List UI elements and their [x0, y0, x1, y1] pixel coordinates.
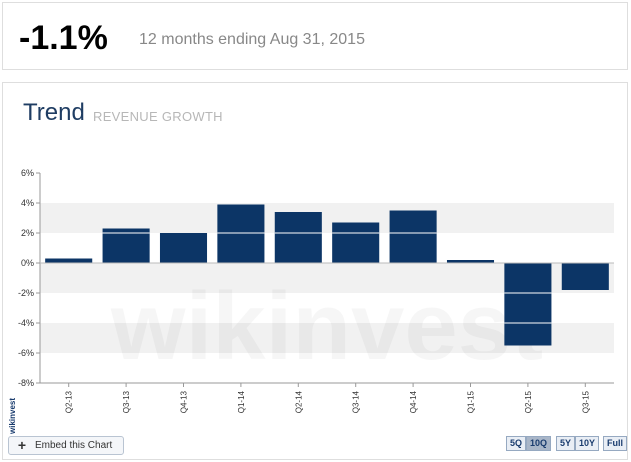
trend-title: Trend — [23, 99, 85, 126]
bar-Q3-13 — [102, 228, 150, 263]
bar-Q3-14 — [332, 222, 380, 263]
x-tick-label: Q2-14 — [294, 390, 303, 413]
bar-Q2-13 — [45, 258, 93, 263]
y-tick-label: 6% — [21, 168, 34, 178]
y-tick-label: -4% — [18, 318, 34, 328]
summary-panel: -1.1% 12 months ending Aug 31, 2015 — [2, 2, 628, 70]
y-tick-label: -8% — [18, 378, 34, 388]
x-tick-label: Q3-14 — [352, 390, 361, 413]
bar-Q4-13 — [159, 233, 208, 263]
bar-Q3-15 — [561, 263, 609, 290]
bar-Q1-14 — [217, 204, 265, 263]
range-10q-button[interactable]: 10Q — [526, 436, 552, 451]
range-5q-button[interactable]: 5Q — [506, 436, 527, 451]
wikinvest-side-logo: wikinvest — [8, 398, 17, 435]
embed-chart-button[interactable]: + Embed this Chart — [8, 436, 124, 455]
y-tick-label: -2% — [18, 288, 34, 298]
range-5y-button[interactable]: 5Y — [556, 436, 576, 451]
x-tick-label: Q2-15 — [524, 390, 533, 413]
x-tick-label: Q3-13 — [122, 390, 131, 413]
revenue-growth-value: -1.1% — [19, 19, 108, 57]
range-10y-button[interactable]: 10Y — [575, 436, 600, 451]
chart-watermark: wikinvest — [110, 273, 543, 380]
bar-Q2-14 — [274, 212, 322, 263]
period-label: 12 months ending Aug 31, 2015 — [139, 31, 365, 48]
y-tick-label: 4% — [21, 198, 34, 208]
y-tick-label: 2% — [21, 228, 34, 238]
x-tick-label: Q3-15 — [581, 390, 590, 413]
x-tick-label: Q4-14 — [409, 390, 418, 413]
x-tick-label: Q1-14 — [237, 390, 246, 413]
range-group-full: Full — [603, 436, 627, 451]
y-tick-label: 0% — [21, 258, 34, 268]
y-tick-label: -6% — [18, 348, 34, 358]
plus-icon: + — [17, 436, 27, 453]
trend-subtitle: REVENUE GROWTH — [93, 109, 223, 124]
x-tick-label: Q1-15 — [467, 390, 476, 413]
wikinvest-side-text: wikinvest — [8, 398, 17, 435]
x-tick-label: Q2-13 — [65, 390, 74, 413]
range-group-quarters: 5Q 10Q — [506, 436, 552, 451]
x-tick-label: Q4-13 — [180, 390, 189, 413]
bar-Q1-15 — [446, 260, 495, 263]
embed-chart-label: Embed this Chart — [35, 440, 113, 451]
range-group-years: 5Y 10Y — [556, 436, 600, 451]
bar-Q4-14 — [389, 210, 437, 263]
bar-Q2-15 — [504, 263, 552, 346]
chart-band — [40, 203, 614, 233]
range-full-button[interactable]: Full — [603, 436, 627, 451]
